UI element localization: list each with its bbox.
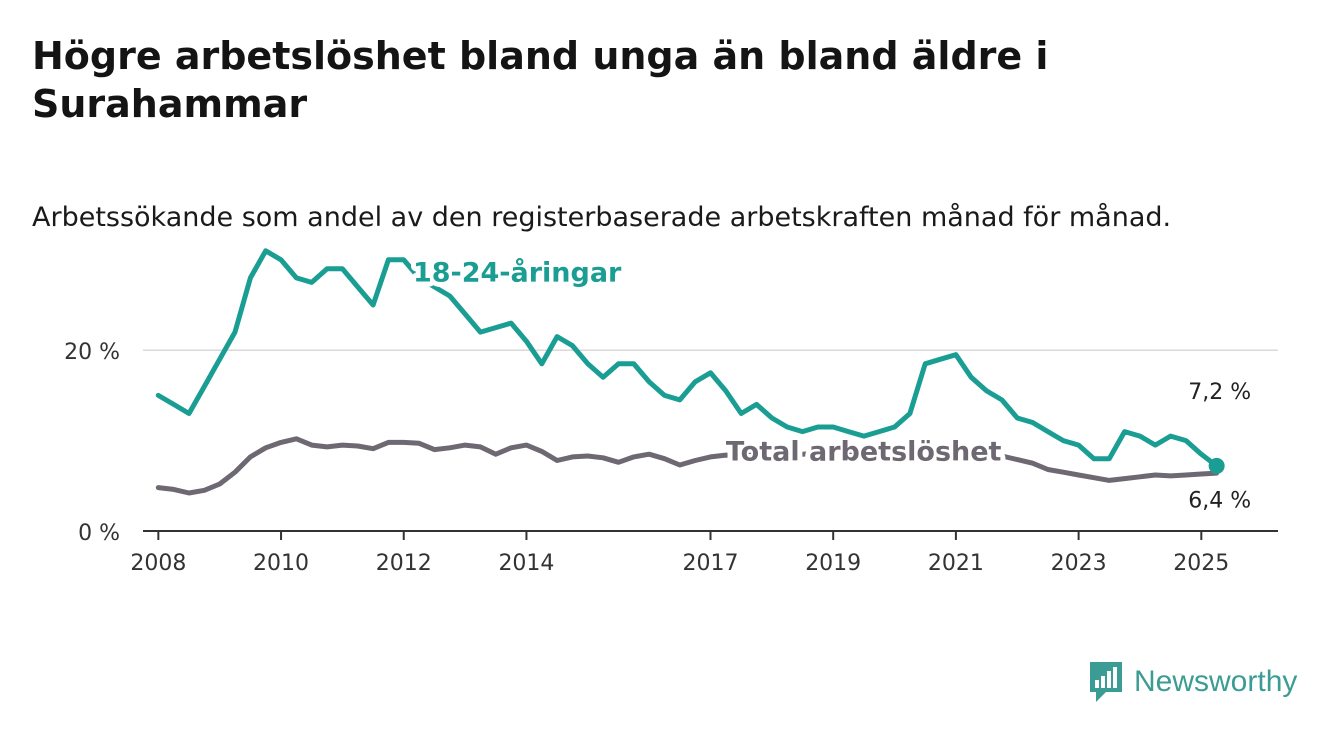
x-tick-label: 2021	[928, 551, 984, 576]
y-tick-label: 0 %	[78, 521, 120, 546]
series-labels: 18-24-åringar Total arbetslöshet 7,2 % 6,4 …	[408, 251, 1254, 516]
x-tick-label: 2008	[130, 551, 186, 576]
x-tick-label: 2012	[376, 551, 432, 576]
brand-name: Newsworthy	[1134, 665, 1298, 698]
line-chart: 0 % 20 % 2008 2010 2012 2014 2017 2019 2021 2023…	[64, 248, 1278, 576]
newsworthy-logo-icon	[1090, 662, 1122, 702]
youth-end-point	[1208, 457, 1225, 474]
x-axis-ticks: 2008 2010 2012 2014 2017 2019 2021 2023 2025	[130, 530, 1278, 576]
newsworthy-logo: Newsworthy	[1088, 660, 1297, 704]
series-line-youth	[155, 248, 1220, 469]
x-tick-label: 2025	[1173, 551, 1229, 576]
end-label-youth: 7,2 %	[1188, 380, 1251, 405]
chart-subtitle: Arbetssökande som andel av den registerb…	[32, 202, 1172, 233]
y-tick-label: 20 %	[64, 340, 120, 365]
x-tick-label: 2023	[1051, 551, 1107, 576]
y-axis-ticks: 0 % 20 %	[64, 340, 120, 546]
x-tick-label: 2010	[253, 551, 309, 576]
end-label-total: 6,4 %	[1188, 488, 1251, 513]
x-tick-label: 2017	[683, 551, 739, 576]
series-line-total	[155, 436, 1220, 496]
data-lines	[155, 248, 1225, 496]
x-tick-label: 2014	[498, 551, 554, 576]
chart-title: Högre arbetslöshet bland unga än bland ä…	[32, 34, 1049, 126]
series-label-total: Total arbetslöshet	[726, 436, 1002, 467]
x-tick-label: 2019	[805, 551, 861, 576]
series-label-youth: 18-24-åringar	[413, 256, 622, 288]
